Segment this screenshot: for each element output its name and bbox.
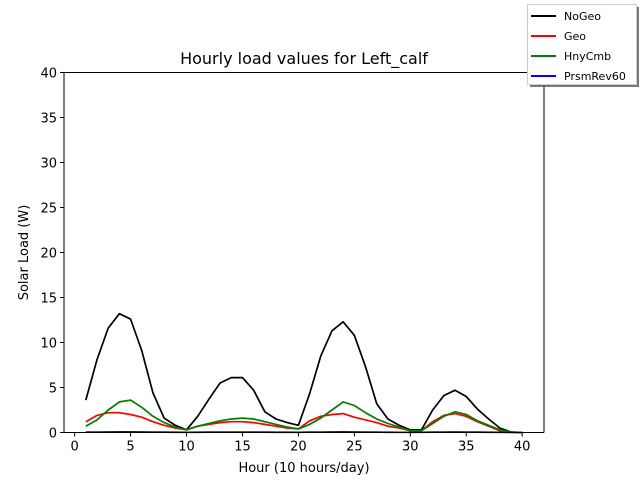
x-tick-label: 10	[178, 440, 195, 455]
y-tick-label: 0	[49, 427, 57, 442]
y-axis-ticks: 0 5 10 15 20 25 30 35 40	[40, 67, 64, 442]
legend-label-nogeo: NoGeo	[564, 10, 601, 23]
y-tick-label: 40	[40, 67, 57, 82]
x-tick-label: 25	[346, 440, 363, 455]
x-tick-label: 30	[402, 440, 419, 455]
series-line-hnycmb	[85, 399, 523, 434]
x-axis-ticks: 0 5 10 15 20 25 30 35 40	[70, 432, 531, 455]
chart-title: Hourly load values for Left_calf	[180, 49, 428, 69]
x-tick-label: 35	[458, 440, 475, 455]
y-tick-label: 5	[49, 382, 57, 397]
x-axis-label: Hour (10 hours/day)	[238, 461, 369, 476]
x-tick-label: 20	[290, 440, 307, 455]
legend-items: NoGeo Geo HnyCmb PrsmRev60	[531, 10, 626, 83]
series-line-nogeo	[85, 312, 523, 434]
legend-label-geo: Geo	[564, 30, 586, 43]
x-tick-label: 0	[70, 440, 78, 455]
y-tick-label: 35	[40, 112, 57, 127]
y-tick-label: 30	[40, 157, 57, 172]
y-axis-label: Solar Load (W)	[17, 205, 32, 301]
plot-area	[64, 72, 544, 433]
y-tick-label: 15	[40, 292, 57, 307]
y-tick-label: 20	[40, 247, 57, 262]
x-tick-label: 15	[234, 440, 251, 455]
y-tick-label: 25	[40, 202, 57, 217]
x-tick-label: 40	[514, 440, 531, 455]
x-tick-label: 5	[126, 440, 134, 455]
y-tick-label: 10	[40, 337, 57, 352]
legend-label-hnycmb: HnyCmb	[564, 50, 611, 63]
legend-label-prsmrev60: PrsmRev60	[564, 70, 626, 83]
legend: NoGeo Geo HnyCmb PrsmRev60	[527, 4, 639, 87]
legend-box	[527, 4, 637, 85]
